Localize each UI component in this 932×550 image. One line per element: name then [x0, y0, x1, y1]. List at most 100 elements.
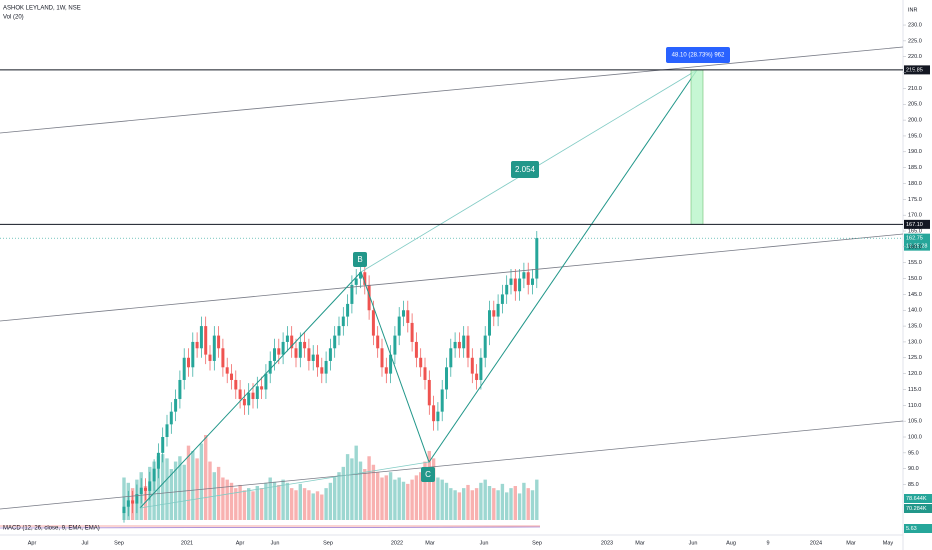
volume-bar: [178, 456, 182, 520]
volume-bar: [513, 486, 517, 520]
volume-bar: [191, 450, 195, 520]
volume-bar: [208, 461, 212, 520]
candle-body: [531, 278, 534, 285]
candle-body: [522, 272, 526, 279]
volume-bar: [195, 458, 199, 520]
y-tick-label: 120.0: [908, 371, 922, 377]
candle-body: [204, 326, 208, 355]
candle-body: [354, 278, 358, 285]
candle-body: [277, 348, 281, 355]
candle-body: [423, 367, 427, 380]
candle-body: [492, 310, 496, 317]
volume-bar: [384, 475, 388, 520]
candle-body: [221, 348, 225, 368]
volume-bar: [492, 488, 496, 520]
candle-body: [225, 367, 229, 374]
volume-box: [904, 494, 932, 503]
candle-body: [333, 335, 337, 349]
candle-body: [526, 272, 530, 285]
volume-bar: [487, 486, 492, 520]
y-tick-label: 85.0: [908, 482, 919, 488]
volume-bar: [517, 493, 522, 520]
volume-bar: [414, 475, 419, 520]
volume-label: Vol (20): [3, 15, 24, 21]
candle-body: [264, 373, 268, 390]
y-tick-label: 145.0: [908, 292, 922, 298]
y-tick-label: 100.0: [908, 434, 922, 440]
candle-body: [152, 468, 156, 482]
volume-bar: [333, 477, 337, 520]
x-tick-label: Sep: [323, 540, 333, 546]
candle-body: [178, 379, 182, 399]
candle-body: [488, 310, 491, 336]
channel-middle: [0, 233, 904, 322]
candle-body: [371, 310, 375, 336]
volume-bar: [427, 450, 431, 520]
candle-body: [234, 379, 238, 390]
candle-body: [290, 335, 294, 349]
candle-body: [165, 424, 169, 438]
candle-body: [139, 487, 143, 495]
y-tick-label: 180.0: [908, 181, 922, 187]
last-price-box: [904, 233, 930, 251]
point-b-box: [353, 252, 367, 267]
y-tick-label: 170.0: [908, 213, 922, 219]
volume-bar: [376, 472, 380, 520]
candle-body: [161, 437, 165, 453]
volume-bar: [367, 456, 371, 520]
candle-body: [393, 335, 397, 355]
candle-body: [255, 386, 259, 399]
y-tick-label: 135.0: [908, 324, 922, 330]
candle-body: [148, 481, 152, 491]
volume-bar: [285, 482, 290, 520]
x-tick-label: 2023: [601, 540, 613, 546]
level-box: [904, 219, 930, 229]
volume-bar: [298, 483, 302, 520]
candle-body: [445, 367, 448, 390]
ratio-box: [511, 161, 539, 178]
candle-body: [470, 357, 474, 374]
candle-body: [376, 335, 380, 349]
candle-body: [457, 341, 461, 349]
candle-body: [273, 348, 276, 361]
candle-body: [483, 335, 487, 358]
volume-bar: [479, 482, 483, 520]
macd-box: [904, 524, 932, 533]
volume-bar: [363, 469, 367, 520]
volume-bar: [199, 443, 204, 520]
volume-bar: [182, 464, 186, 520]
volume-bar: [419, 472, 423, 520]
candle-body: [285, 335, 289, 342]
volume-bar: [242, 490, 247, 520]
volume-bar: [470, 490, 474, 520]
candle-body: [217, 335, 221, 349]
candle-body: [397, 316, 401, 336]
volume-bar: [358, 461, 363, 520]
volume-bar: [380, 477, 384, 520]
measure-label: 48.10 (28.73%) 962: [672, 53, 725, 59]
macd-signal: [0, 526, 541, 529]
volume-bar: [302, 488, 307, 520]
volume-bar: [169, 469, 173, 520]
candle-body: [199, 326, 203, 349]
candle-body: [402, 310, 405, 317]
level-box: [904, 65, 930, 75]
volume-value: 78.644K: [906, 496, 927, 502]
x-tick-label: 2024: [810, 540, 822, 546]
volume-bar: [247, 488, 251, 520]
candle-body: [144, 487, 147, 491]
volume-bar: [474, 488, 479, 520]
volume-bar: [294, 490, 298, 520]
candle-body: [363, 272, 367, 285]
candle-body: [230, 373, 233, 380]
x-tick-label: Jul: [81, 540, 88, 546]
point-b: B: [357, 255, 362, 264]
candle-body: [535, 238, 539, 279]
candle-body: [384, 367, 388, 374]
candle-body: [191, 341, 195, 368]
candle-body: [135, 494, 139, 504]
candle-body: [432, 405, 436, 422]
volume-bar: [462, 488, 466, 520]
volume-bar: [229, 482, 234, 520]
